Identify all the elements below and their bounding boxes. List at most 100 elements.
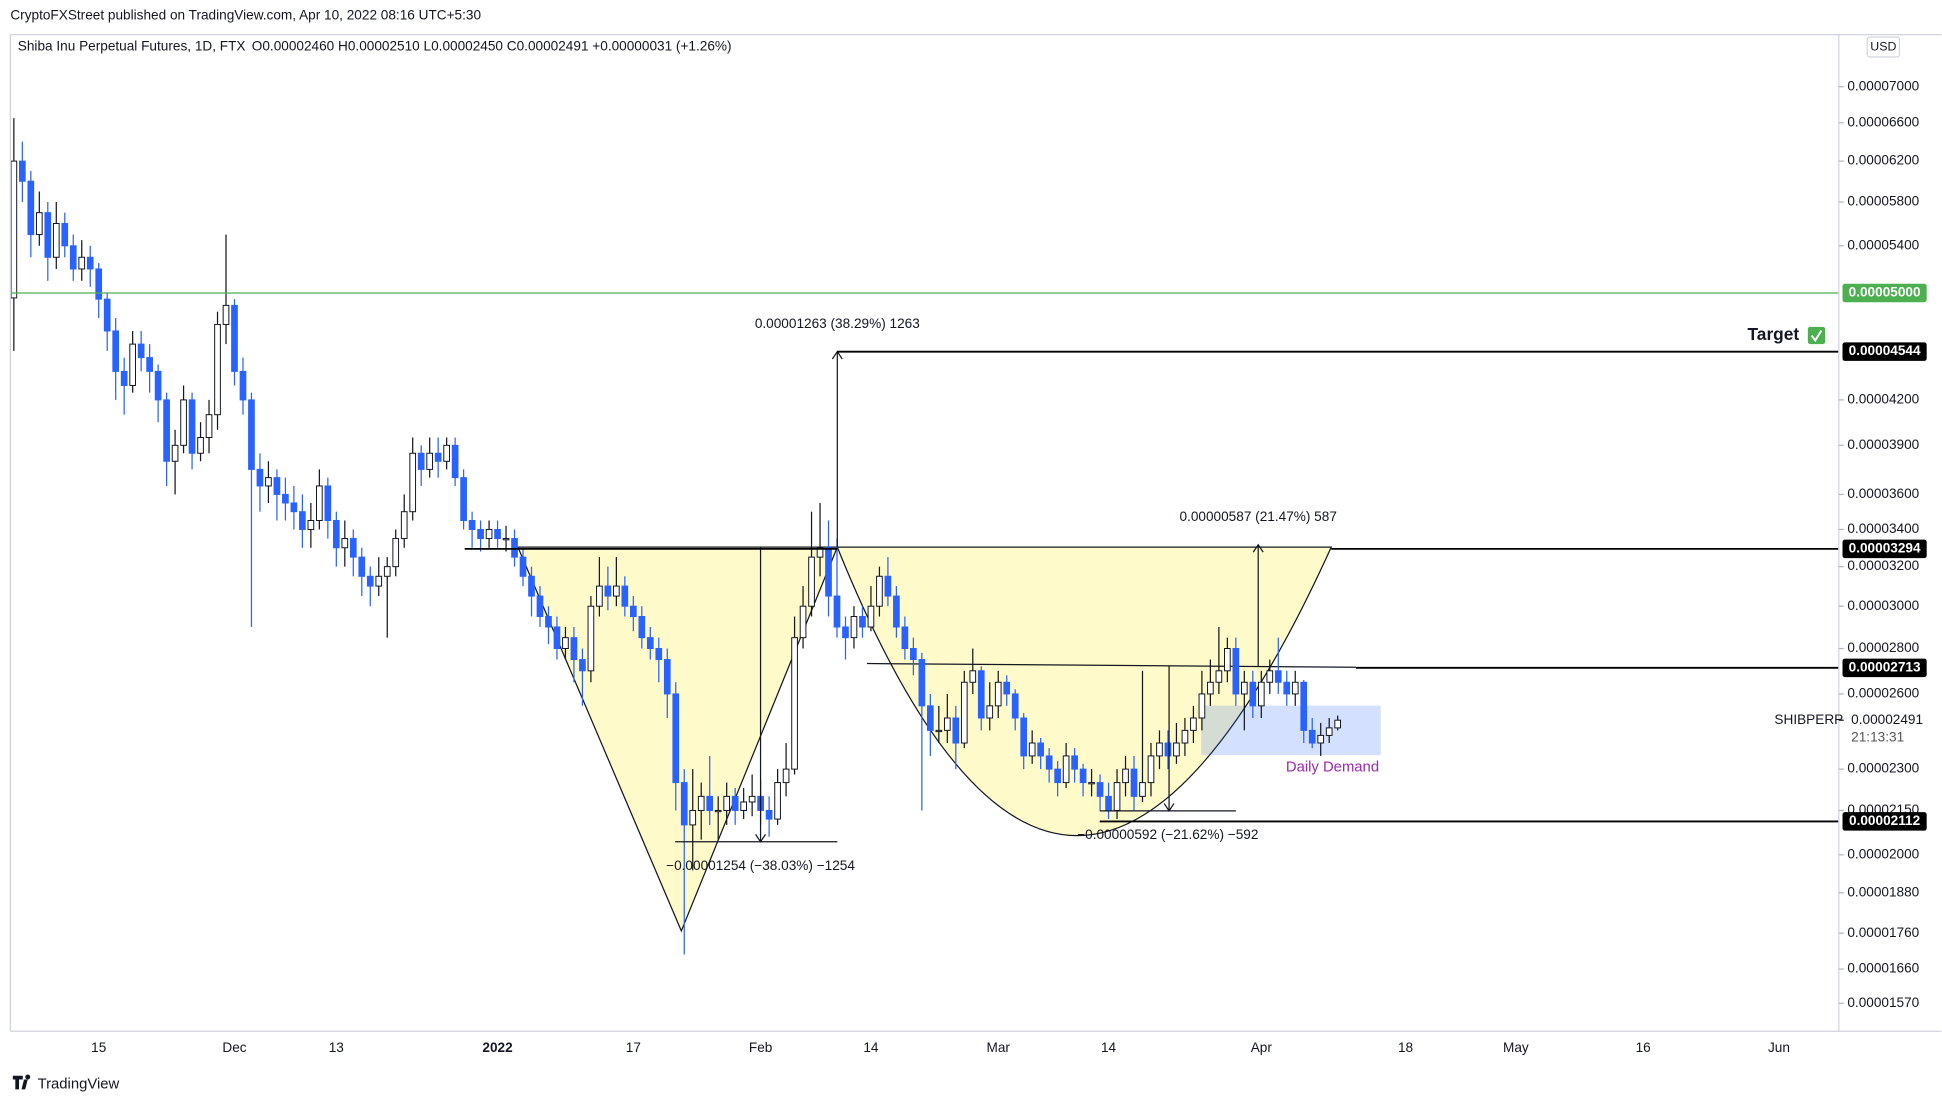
candle-body bbox=[477, 528, 484, 540]
candle-body bbox=[960, 681, 968, 744]
y-tick-label: 0.00002000 bbox=[1847, 846, 1919, 861]
check-icon bbox=[1807, 326, 1826, 345]
x-tick-label: May bbox=[1503, 1040, 1529, 1055]
demand-zone bbox=[1201, 705, 1381, 756]
candle-body bbox=[748, 795, 756, 803]
candle-body bbox=[375, 575, 383, 587]
candle-body bbox=[613, 585, 620, 597]
candle-body bbox=[842, 626, 849, 639]
candle-body bbox=[1054, 768, 1061, 784]
candle-body bbox=[460, 477, 467, 522]
candle-body bbox=[808, 556, 815, 607]
candle-body bbox=[1139, 782, 1146, 797]
candle-body bbox=[383, 566, 391, 577]
candle-body bbox=[78, 256, 86, 270]
y-tick-label: 0.00006600 bbox=[1847, 114, 1919, 129]
handle-line bbox=[867, 662, 1357, 668]
candle-body bbox=[1249, 681, 1257, 707]
candle-body bbox=[859, 616, 866, 628]
level-label-bg bbox=[1842, 283, 1927, 303]
measure-label: 0.00000587 (21.47%) 587 bbox=[1179, 509, 1336, 524]
candle-body bbox=[986, 705, 994, 719]
candle-body bbox=[689, 809, 697, 826]
candle-body bbox=[248, 399, 255, 470]
candle-body bbox=[494, 528, 501, 540]
level-label: 0.00005000 bbox=[1849, 285, 1921, 300]
y-tick-label: 0.00002600 bbox=[1847, 686, 1919, 701]
candle-body bbox=[214, 323, 221, 416]
candle-body bbox=[1325, 727, 1333, 736]
candle-body bbox=[44, 212, 52, 258]
candle-body bbox=[1045, 755, 1053, 770]
candle-body bbox=[273, 477, 281, 495]
candle-body bbox=[409, 452, 417, 513]
candle-body bbox=[1300, 681, 1308, 731]
candle-body bbox=[188, 399, 196, 454]
candle-body bbox=[485, 528, 493, 540]
candle-body bbox=[1147, 755, 1155, 784]
candle-body bbox=[69, 245, 77, 270]
candle-body bbox=[1113, 782, 1121, 811]
currency-box[interactable] bbox=[1866, 36, 1901, 58]
x-tick-label: Feb bbox=[749, 1040, 772, 1055]
candle-body bbox=[10, 160, 18, 299]
candle-body bbox=[180, 399, 187, 446]
candle-body bbox=[587, 605, 595, 672]
candle-body bbox=[977, 670, 985, 719]
x-tick-label: 14 bbox=[1101, 1040, 1117, 1055]
candle-body bbox=[146, 357, 153, 372]
candle-body bbox=[332, 520, 340, 549]
candle-body bbox=[358, 556, 366, 577]
y-tick-label: 0.00004200 bbox=[1847, 391, 1919, 406]
candle-body bbox=[434, 452, 442, 462]
candle-body bbox=[910, 648, 917, 661]
x-tick-label: Apr bbox=[1251, 1040, 1273, 1055]
candle-body bbox=[95, 268, 103, 300]
candle-body bbox=[239, 370, 247, 401]
candle-body bbox=[154, 370, 162, 401]
candle-body bbox=[1224, 648, 1231, 672]
candle-body bbox=[1232, 648, 1240, 695]
candle-body bbox=[893, 595, 900, 628]
level-label-bg bbox=[1842, 342, 1927, 361]
candle-body bbox=[765, 809, 773, 820]
candle-body bbox=[511, 538, 518, 558]
x-tick-label: 18 bbox=[1398, 1040, 1413, 1055]
candle-body bbox=[1291, 681, 1299, 695]
level-label: 0.00002112 bbox=[1849, 813, 1921, 828]
candle-body bbox=[545, 616, 552, 628]
y-tick-label: 0.00003600 bbox=[1847, 486, 1919, 501]
level-label-bg bbox=[1842, 539, 1927, 559]
candle-body bbox=[231, 304, 238, 372]
candle-body bbox=[596, 585, 603, 607]
candle-body bbox=[1215, 670, 1223, 683]
candle-body bbox=[18, 160, 26, 182]
x-tick-label: Mar bbox=[987, 1040, 1011, 1055]
candle-body bbox=[723, 795, 731, 811]
candle-body bbox=[697, 795, 705, 811]
y-tick-label: 0.00001760 bbox=[1847, 925, 1919, 940]
candle-body bbox=[205, 414, 213, 439]
candles bbox=[10, 118, 1342, 955]
candle-body bbox=[629, 605, 637, 618]
candle-body bbox=[901, 626, 909, 650]
candle-body bbox=[35, 212, 43, 236]
candle-body bbox=[502, 538, 510, 541]
candle-body bbox=[816, 547, 824, 558]
currency: USD bbox=[1870, 39, 1896, 53]
candle-body bbox=[392, 538, 400, 568]
candle-body bbox=[426, 452, 434, 470]
y-tick-label: 0.00006200 bbox=[1847, 153, 1919, 168]
candle-body bbox=[171, 444, 179, 462]
candle-body bbox=[969, 670, 977, 683]
candle-body bbox=[876, 575, 883, 607]
candle-body bbox=[1003, 681, 1011, 695]
candle-body bbox=[1198, 693, 1206, 719]
measure-label: 0.00001263 (38.29%) 1263 bbox=[755, 316, 920, 331]
y-tick-label: 0.00002300 bbox=[1847, 761, 1919, 776]
candle-body bbox=[307, 520, 315, 530]
candle-body bbox=[825, 547, 832, 597]
candle-body bbox=[663, 659, 671, 695]
